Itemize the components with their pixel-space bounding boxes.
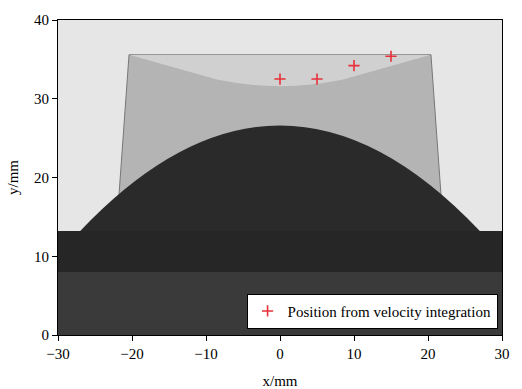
svg-text:30: 30: [495, 346, 510, 362]
svg-text:x/mm: x/mm: [262, 373, 297, 389]
svg-text:30: 30: [34, 91, 49, 107]
svg-text:−10: −10: [194, 346, 217, 362]
svg-text:0: 0: [276, 346, 284, 362]
svg-text:20: 20: [421, 346, 436, 362]
svg-text:40: 40: [34, 12, 49, 28]
svg-text:10: 10: [347, 346, 362, 362]
svg-text:0: 0: [42, 327, 50, 343]
svg-text:−20: −20: [120, 346, 143, 362]
svg-text:y/mm: y/mm: [5, 160, 21, 195]
svg-text:−30: −30: [46, 346, 69, 362]
svg-text:10: 10: [34, 249, 49, 265]
svg-text:Position from velocity integra: Position from velocity integration: [288, 304, 491, 320]
svg-text:20: 20: [34, 170, 49, 186]
